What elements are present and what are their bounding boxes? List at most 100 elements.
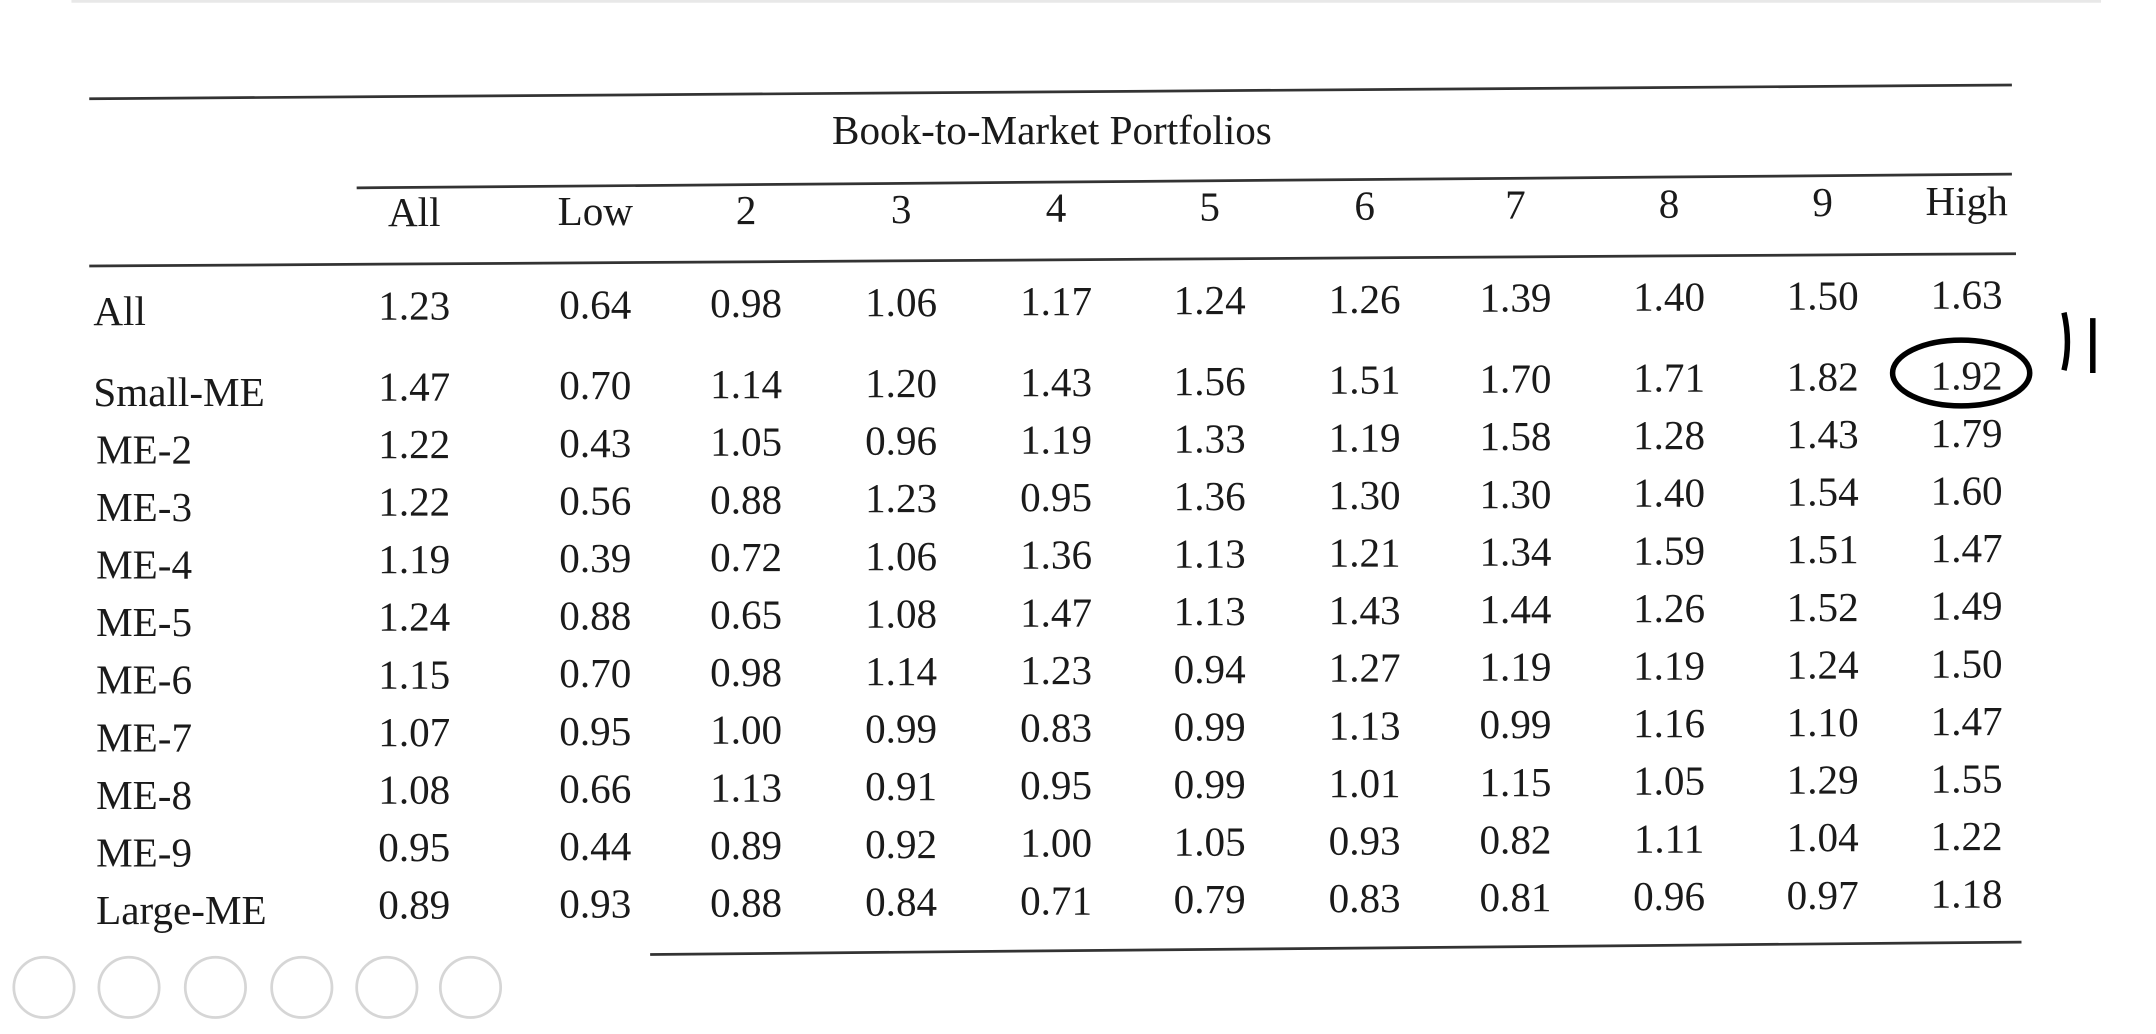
cell: 0.98 (710, 280, 782, 326)
cell: 0.39 (559, 535, 631, 581)
cell: 1.79 (1931, 410, 2003, 456)
prev-button[interactable] (12, 955, 76, 1019)
cell: 0.95 (1020, 762, 1092, 808)
cell: 1.14 (710, 361, 782, 407)
cell: 0.99 (1174, 703, 1246, 749)
cell: 1.15 (378, 651, 450, 697)
zoom-button[interactable] (355, 955, 419, 1019)
cell: 1.05 (1174, 819, 1246, 865)
cell: 1.43 (1787, 411, 1859, 457)
more-button[interactable] (438, 955, 503, 1019)
cell: 0.88 (710, 476, 782, 522)
cell: 1.49 (1931, 583, 2003, 629)
top-rule (89, 83, 2012, 101)
table-title: Book-to-Market Portfolios (832, 107, 1272, 153)
cell: 1.00 (710, 707, 782, 753)
cell: 1.51 (1329, 357, 1401, 403)
cell: 1.30 (1479, 471, 1551, 517)
cell: 1.36 (1174, 473, 1246, 519)
row-label: Small-ME (93, 369, 264, 415)
cell: 1.21 (1329, 529, 1401, 575)
cell: 1.05 (1633, 758, 1705, 804)
cell: 0.82 (1479, 816, 1551, 862)
cell: 0.70 (559, 362, 631, 408)
slide-navigation (12, 955, 503, 1019)
cell: 1.60 (1931, 467, 2003, 513)
cell: 1.24 (1787, 641, 1859, 687)
row-label: ME-9 (96, 830, 192, 876)
cell: 0.99 (1174, 761, 1246, 807)
row-label: ME-4 (96, 542, 192, 588)
column-header: 5 (1199, 184, 1220, 230)
cell: 1.19 (1020, 416, 1092, 462)
cell: 1.50 (1787, 272, 1859, 318)
cell: 1.56 (1174, 358, 1246, 404)
cell: 0.43 (559, 420, 631, 466)
handwritten-circle (1889, 337, 2033, 409)
cell: 0.99 (865, 706, 937, 752)
cell: 1.50 (1931, 640, 2003, 686)
cell: 1.47 (1020, 589, 1092, 635)
cell: 1.23 (1020, 647, 1092, 693)
cell: 1.24 (1174, 277, 1246, 323)
cell: 1.92 (1931, 352, 2003, 398)
next-button[interactable] (97, 955, 161, 1019)
cell: 1.19 (378, 536, 450, 582)
cell: 0.88 (559, 593, 631, 639)
cell: 1.19 (1633, 642, 1705, 688)
cell: 1.43 (1020, 359, 1092, 405)
cell: 0.88 (710, 879, 782, 925)
row-label: ME-2 (96, 426, 192, 472)
cell: 1.26 (1329, 276, 1401, 322)
cell: 1.36 (1020, 532, 1092, 578)
cell: 0.95 (1020, 474, 1092, 520)
cell: 1.10 (1787, 699, 1859, 745)
cell: 1.23 (378, 282, 450, 328)
cell: 0.96 (865, 418, 937, 464)
row-label: Large-ME (96, 887, 267, 933)
cell: 1.14 (865, 648, 937, 694)
cell: 1.24 (378, 594, 450, 640)
cell: 0.83 (1329, 875, 1401, 921)
cell: 0.97 (1787, 872, 1859, 918)
cell: 1.47 (1931, 525, 2003, 571)
cell: 1.08 (865, 590, 937, 636)
row-label: ME-6 (96, 657, 192, 703)
cell: 1.59 (1633, 527, 1705, 573)
cell: 0.94 (1174, 646, 1246, 692)
cell: 1.30 (1329, 472, 1401, 518)
cell: 0.79 (1174, 876, 1246, 922)
cell: 1.08 (378, 766, 450, 812)
cell: 1.70 (1479, 356, 1551, 402)
cell: 0.66 (559, 765, 631, 811)
cell: 1.01 (1329, 760, 1401, 806)
pen-button[interactable] (183, 955, 247, 1019)
column-header: 2 (736, 187, 757, 233)
cell: 1.52 (1787, 584, 1859, 630)
cell: 1.00 (1020, 820, 1092, 866)
cell: 1.23 (865, 475, 937, 521)
cell: 0.70 (559, 650, 631, 696)
cell: 0.91 (865, 763, 937, 809)
column-header: 9 (1812, 179, 1833, 225)
cell: 1.71 (1633, 354, 1705, 400)
cell: 0.89 (378, 882, 450, 928)
cell: 1.22 (378, 421, 450, 467)
column-header: 7 (1505, 181, 1526, 227)
row-label: ME-7 (96, 714, 192, 760)
cell: 1.06 (865, 533, 937, 579)
cell: 1.47 (1931, 698, 2003, 744)
cell: 1.05 (710, 419, 782, 465)
cell: 0.71 (1020, 877, 1092, 923)
cell: 0.65 (710, 591, 782, 637)
column-header: 6 (1354, 183, 1375, 229)
column-header: 3 (891, 186, 912, 232)
slides-button[interactable] (270, 955, 334, 1019)
column-header: All (388, 189, 441, 235)
cell: 0.84 (865, 878, 937, 924)
cell: 0.83 (1020, 704, 1092, 750)
cell: 0.64 (559, 281, 631, 327)
column-header: High (1926, 178, 2009, 224)
